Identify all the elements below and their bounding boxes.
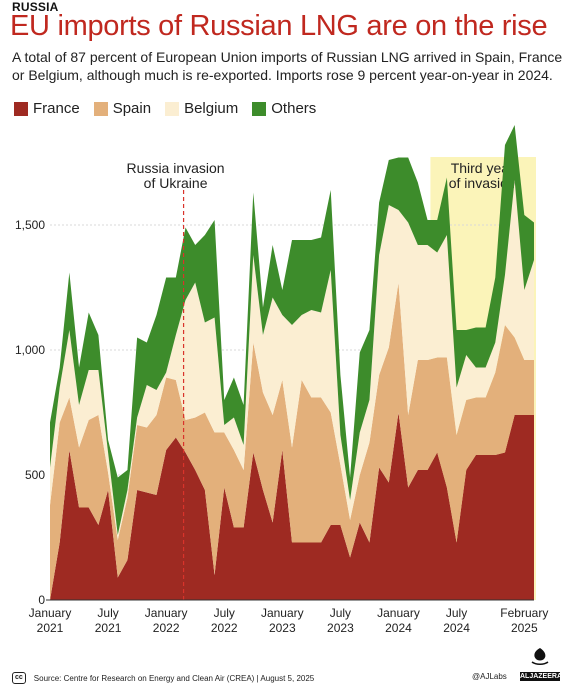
legend-swatch-france bbox=[14, 101, 28, 116]
legend-item-spain: Spain bbox=[93, 100, 152, 117]
legend-label-belgium: Belgium bbox=[184, 100, 239, 117]
x-tick-label-1-year: 2021 bbox=[95, 621, 122, 635]
legend-item-france: France bbox=[14, 100, 80, 117]
legend: France Spain Belgium Others bbox=[14, 100, 316, 117]
kicker: RUSSIA bbox=[12, 0, 59, 14]
y-tick-label-1: 500 bbox=[25, 468, 45, 482]
annotation-band-label-0: Third year bbox=[451, 160, 514, 176]
credit: @AJLabs bbox=[472, 672, 507, 681]
y-tick-label-0: 0 bbox=[38, 593, 45, 607]
annotation-line-label-0: Russia invasion bbox=[127, 160, 225, 176]
footer: cc Source: Centre for Research on Energy… bbox=[12, 672, 314, 684]
annotation-band-label-1: of invasion bbox=[449, 175, 516, 191]
legend-swatch-belgium bbox=[165, 101, 180, 116]
legend-swatch-others bbox=[252, 101, 267, 116]
x-tick-label-5-year: 2023 bbox=[327, 621, 354, 635]
x-tick-label-6-year: 2024 bbox=[385, 621, 412, 635]
x-tick-label-2-month: January bbox=[145, 606, 188, 620]
area-belgium bbox=[50, 180, 534, 540]
x-tick-label-5-month: July bbox=[330, 606, 351, 620]
y-tick-label-2: 1,000 bbox=[15, 343, 45, 357]
legend-swatch-spain bbox=[93, 101, 108, 116]
x-tick-label-8-year: 2025 bbox=[511, 621, 538, 635]
legend-label-spain: Spain bbox=[112, 100, 152, 117]
x-tick-label-6-month: January bbox=[377, 606, 420, 620]
x-tick-label-4-month: January bbox=[261, 606, 304, 620]
x-tick-label-7-year: 2024 bbox=[443, 621, 470, 635]
x-tick-label-3-month: July bbox=[214, 606, 235, 620]
x-tick-label-8-month: February bbox=[500, 606, 548, 620]
chart-title: EU imports of Russian LNG are on the ris… bbox=[10, 10, 548, 42]
y-tick-label-3: 1,500 bbox=[15, 218, 45, 232]
x-tick-label-1-month: July bbox=[97, 606, 118, 620]
area-others bbox=[50, 125, 534, 535]
x-tick-label-4-year: 2023 bbox=[269, 621, 296, 635]
aljazeera-emblem-icon bbox=[531, 648, 549, 666]
x-tick-label-2-year: 2022 bbox=[153, 621, 180, 635]
aljazeera-logo: ALJAZEERA bbox=[520, 647, 563, 681]
cc-license-icon: cc bbox=[12, 672, 26, 684]
aljazeera-wordmark: ALJAZEERA bbox=[520, 672, 563, 681]
annotation-line-label-1: of Ukraine bbox=[144, 175, 208, 191]
source-note: Source: Centre for Research on Energy an… bbox=[33, 673, 315, 683]
legend-item-belgium: Belgium bbox=[165, 100, 238, 117]
area-spain bbox=[50, 282, 534, 600]
x-tick-label-3-year: 2022 bbox=[211, 621, 238, 635]
chart-subtitle: A total of 87 percent of European Union … bbox=[12, 49, 563, 83]
area-france bbox=[50, 412, 534, 600]
legend-label-others: Others bbox=[271, 100, 317, 117]
legend-item-others: Others bbox=[252, 100, 316, 117]
x-tick-label-7-month: July bbox=[446, 606, 467, 620]
legend-label-france: France bbox=[33, 100, 80, 117]
x-tick-label-0-year: 2021 bbox=[37, 621, 64, 635]
x-tick-label-0-month: January bbox=[29, 606, 72, 620]
